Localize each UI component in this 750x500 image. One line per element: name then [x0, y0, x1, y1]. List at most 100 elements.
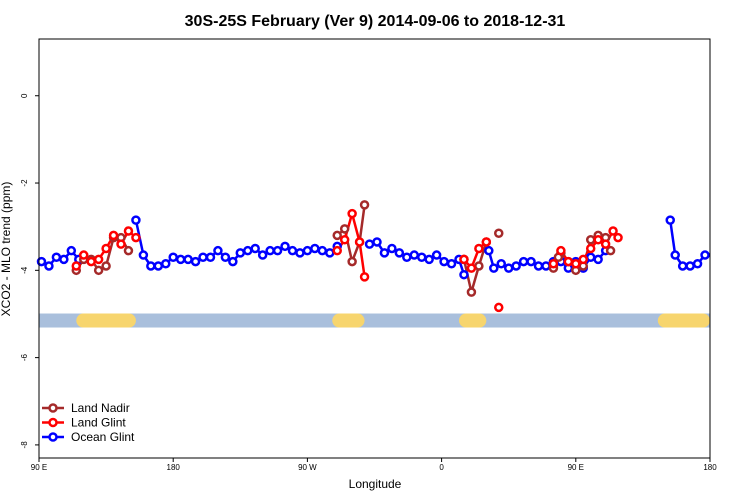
ocean-glint-point	[533, 261, 544, 271]
legend-label: Land Nadir	[71, 401, 130, 415]
x-tick-label: 90 W	[298, 463, 317, 472]
land-glint-point	[600, 239, 611, 249]
ocean-glint-point	[160, 259, 171, 269]
land-glint-point	[108, 230, 119, 241]
land-segment	[76, 313, 136, 328]
land-nadir-point	[123, 245, 134, 256]
x-tick-label: 180	[167, 463, 181, 472]
ocean-glint-point	[243, 245, 253, 256]
legend-marker	[48, 403, 58, 413]
ocean-glint-point	[700, 250, 710, 260]
land-glint-point	[571, 259, 581, 269]
land-glint-point	[93, 254, 104, 265]
x-tick-label: 90 E	[568, 463, 584, 472]
ocean-glint-point	[66, 245, 77, 256]
ocean-glint-point	[670, 250, 680, 260]
ocean-glint-point	[257, 250, 268, 260]
y-tick-label: -2	[20, 179, 29, 187]
land-segment	[458, 313, 487, 328]
ocean-glint-point	[51, 252, 62, 262]
ocean-glint-point	[692, 259, 703, 269]
ocean-glint-point	[489, 263, 499, 273]
land-nadir-point	[347, 256, 357, 267]
ocean-glint-point	[183, 254, 193, 265]
y-tick-label: -4	[20, 266, 29, 274]
ocean-glint-point	[526, 256, 536, 267]
ocean-glint-point	[228, 256, 238, 267]
legend-marker	[48, 417, 58, 428]
ocean-glint-point	[394, 248, 405, 258]
land-glint-point	[339, 235, 350, 245]
ocean-glint-point	[310, 243, 320, 254]
ocean-glint-point	[511, 261, 521, 271]
series-layer	[36, 200, 710, 313]
ocean-glint-point	[265, 245, 275, 256]
ocean-band	[39, 313, 710, 328]
land-glint-point	[78, 250, 89, 260]
x-tick-label: 90 E	[31, 463, 47, 472]
ocean-glint-point	[153, 261, 164, 271]
land-glint-point	[347, 208, 357, 219]
ocean-glint-point	[379, 248, 390, 258]
land-glint-line	[463, 241, 488, 270]
land-glint-point	[332, 245, 342, 256]
ocean-glint-point	[409, 250, 420, 260]
land-glint-point	[548, 259, 559, 269]
ocean-glint-point	[364, 239, 375, 249]
ocean-glint-point	[685, 261, 695, 271]
ocean-glint-point	[496, 259, 506, 269]
land-glint-point	[359, 272, 370, 282]
ocean-glint-point	[220, 252, 231, 262]
ocean-glint-point	[213, 245, 223, 256]
land-glint-point	[474, 243, 484, 254]
ocean-glint-point	[44, 261, 54, 271]
ocean-glint-point	[272, 245, 283, 256]
land-glint-point	[556, 245, 566, 256]
ocean-glint-point	[459, 269, 469, 280]
ocean-glint-point	[593, 254, 603, 265]
plot-frame	[38, 38, 711, 459]
ocean-glint-point	[325, 248, 335, 258]
ocean-glint-point	[677, 261, 688, 271]
land-nadir-point	[359, 200, 370, 210]
ocean-glint-point	[287, 245, 298, 256]
ocean-glint-point	[198, 252, 208, 262]
land-glint-point	[116, 239, 126, 249]
y-axis-label: XCO2 - MLO trend (ppm)	[0, 182, 13, 317]
land-glint-point	[578, 254, 589, 265]
land-nadir-point	[474, 261, 484, 271]
legend-label: Ocean Glint	[71, 430, 135, 444]
y-tick-label: 0	[20, 93, 29, 98]
land-ocean-band	[39, 313, 710, 328]
legend-label: Land Glint	[71, 416, 126, 430]
land-nadir-point	[93, 265, 104, 276]
land-segment	[657, 313, 710, 328]
land-glint-point	[593, 235, 603, 245]
ocean-glint-point	[36, 256, 47, 267]
land-glint-point	[354, 237, 365, 247]
chart-title: 30S-25S February (Ver 9) 2014-09-06 to 2…	[185, 13, 566, 30]
land-nadir-point	[605, 245, 616, 256]
land-glint-point	[131, 232, 141, 243]
ocean-glint-point	[250, 243, 260, 254]
ocean-glint-point	[518, 256, 529, 267]
land-glint-point	[585, 243, 596, 254]
ocean-glint-point	[424, 254, 434, 265]
land-segment	[332, 313, 365, 328]
y-tick-label: -6	[20, 354, 29, 362]
land-glint-point	[71, 261, 82, 271]
ocean-glint-point	[280, 241, 290, 252]
land-nadir-point	[466, 287, 477, 297]
land-nadir-point	[494, 228, 504, 238]
land-glint-point	[563, 256, 574, 267]
land-glint-point	[466, 263, 477, 273]
land-nadir-point	[339, 224, 350, 234]
x-tick-label: 180	[703, 463, 717, 472]
land-glint-point	[494, 302, 504, 313]
ocean-glint-point	[302, 245, 313, 256]
land-glint-point	[101, 243, 111, 254]
ocean-glint-point	[431, 250, 442, 260]
ocean-glint-point	[235, 248, 246, 258]
land-nadir-point	[585, 235, 596, 245]
